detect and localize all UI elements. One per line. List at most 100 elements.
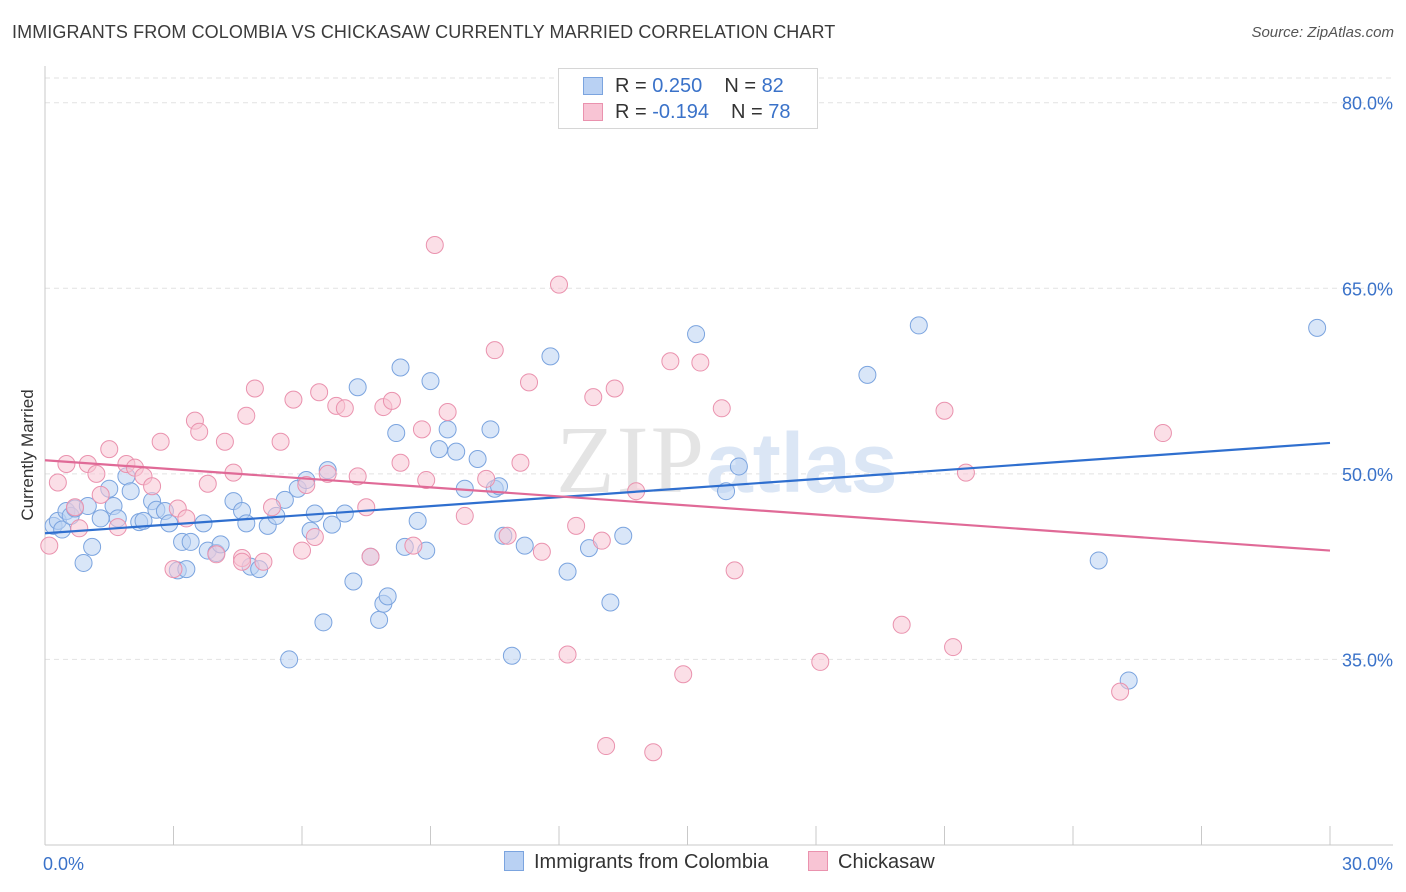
legend-row-colombia: R = 0.250 N = 82 [583, 75, 784, 101]
chickasaw-point [558, 645, 577, 664]
chickasaw-point [605, 379, 624, 398]
colombia-point [541, 347, 560, 366]
colombia-trendline [44, 441, 1331, 535]
r-label: R = [615, 75, 647, 97]
chart-title: IMMIGRANTS FROM COLOMBIA VS CHICKASAW CU… [12, 22, 836, 42]
chickasaw-point [190, 422, 209, 441]
legend-item-colombia: Immigrants from Colombia [504, 851, 769, 874]
chickasaw-point [532, 542, 551, 561]
colombia-point [717, 482, 736, 501]
colombia-point [314, 613, 333, 632]
chickasaw-point [254, 552, 273, 571]
trend-layer [44, 441, 1331, 552]
r-value: 0.250 [652, 75, 703, 97]
colombia-point [237, 514, 256, 533]
chickasaw-point [935, 401, 954, 420]
y-axis-label: Currently Married [18, 389, 37, 521]
chickasaw-point [477, 469, 496, 488]
chickasaw-point [233, 552, 252, 571]
chickasaw-point [425, 236, 444, 255]
chickasaw-point [164, 560, 183, 579]
legend-row-chickasaw: R = -0.194 N = 78 [583, 101, 790, 127]
colombia-point [378, 587, 397, 606]
chickasaw-point [263, 498, 282, 517]
colombia-legend-swatch [504, 851, 524, 871]
chickasaw-point [592, 531, 611, 550]
colombia-point [447, 442, 466, 461]
chickasaw-point [455, 506, 474, 525]
chickasaw-point [391, 453, 410, 472]
colombia-point [391, 358, 410, 377]
colombia-point [614, 526, 633, 545]
chickasaw-point [87, 464, 106, 483]
colombia-point [430, 440, 449, 459]
colombia-point [121, 482, 140, 501]
n-label: N = [730, 101, 763, 123]
colombia-point [322, 515, 341, 534]
chickasaw-point [151, 432, 170, 451]
chickasaw-point [811, 652, 830, 671]
chickasaw-point [198, 474, 217, 493]
colombia-point [687, 325, 706, 344]
chickasaw-point [271, 432, 290, 451]
series-legend: Immigrants from Colombia Chickasaw [0, 851, 1406, 879]
chickasaw-point [584, 388, 603, 407]
chickasaw-point [335, 399, 354, 418]
chickasaw-point [215, 432, 234, 451]
colombia-point [558, 562, 577, 581]
chickasaw-point [412, 420, 431, 439]
chickasaw-point [91, 485, 110, 504]
source-label: Source: ZipAtlas.com [1251, 24, 1394, 41]
n-label: N = [724, 75, 756, 97]
chickasaw-point [567, 516, 586, 535]
chickasaw-point [143, 477, 162, 496]
colombia-point [181, 532, 200, 551]
n-value: 82 [761, 75, 784, 97]
chickasaw-point [382, 391, 401, 410]
chickasaw-point [297, 476, 316, 495]
chickasaw-point [310, 383, 329, 402]
chickasaw-point [237, 406, 256, 425]
colombia-point [1308, 318, 1327, 337]
colombia-point [408, 511, 427, 530]
chickasaw-point [48, 473, 67, 492]
chickasaw-point [691, 353, 710, 372]
chickasaw-point [417, 471, 436, 490]
colombia-point [344, 572, 363, 591]
points-layer [40, 236, 1327, 762]
colombia-point [502, 646, 521, 665]
r-value: -0.194 [652, 101, 709, 123]
y-tick-label: 80.0% [1342, 94, 1393, 114]
chickasaw-point [357, 498, 376, 517]
chickasaw-point [725, 561, 744, 580]
chickasaw-point [207, 545, 226, 564]
colombia-point [858, 365, 877, 384]
chickasaw-point [70, 519, 89, 538]
y-tick-label: 65.0% [1342, 279, 1393, 299]
colombia-point [421, 372, 440, 391]
chickasaw-point [318, 464, 337, 483]
chickasaw-point [511, 453, 530, 472]
chickasaw-point [956, 463, 975, 482]
chickasaw-point [100, 440, 119, 459]
chickasaw-point [361, 547, 380, 566]
chickasaw-point [1153, 424, 1172, 443]
chickasaw-point [57, 454, 76, 473]
colombia-point [601, 593, 620, 612]
legend-item-chickasaw: Chickasaw [808, 851, 935, 874]
x-tick-label-min: 0.0% [43, 854, 84, 874]
chickasaw-point [892, 615, 911, 634]
r-label: R = [615, 101, 647, 123]
colombia-point [280, 650, 299, 669]
legend-label-chickasaw: Chickasaw [838, 851, 935, 873]
chickasaw-point [485, 341, 504, 360]
chickasaw-point [245, 379, 264, 398]
chickasaw-point [674, 665, 693, 684]
chickasaw-point [348, 467, 367, 486]
colombia-swatch [583, 77, 603, 95]
chickasaw-point [1111, 682, 1130, 701]
chickasaw-legend-swatch [808, 851, 828, 871]
axis-layer [44, 66, 1393, 846]
chickasaw-point [644, 743, 663, 762]
